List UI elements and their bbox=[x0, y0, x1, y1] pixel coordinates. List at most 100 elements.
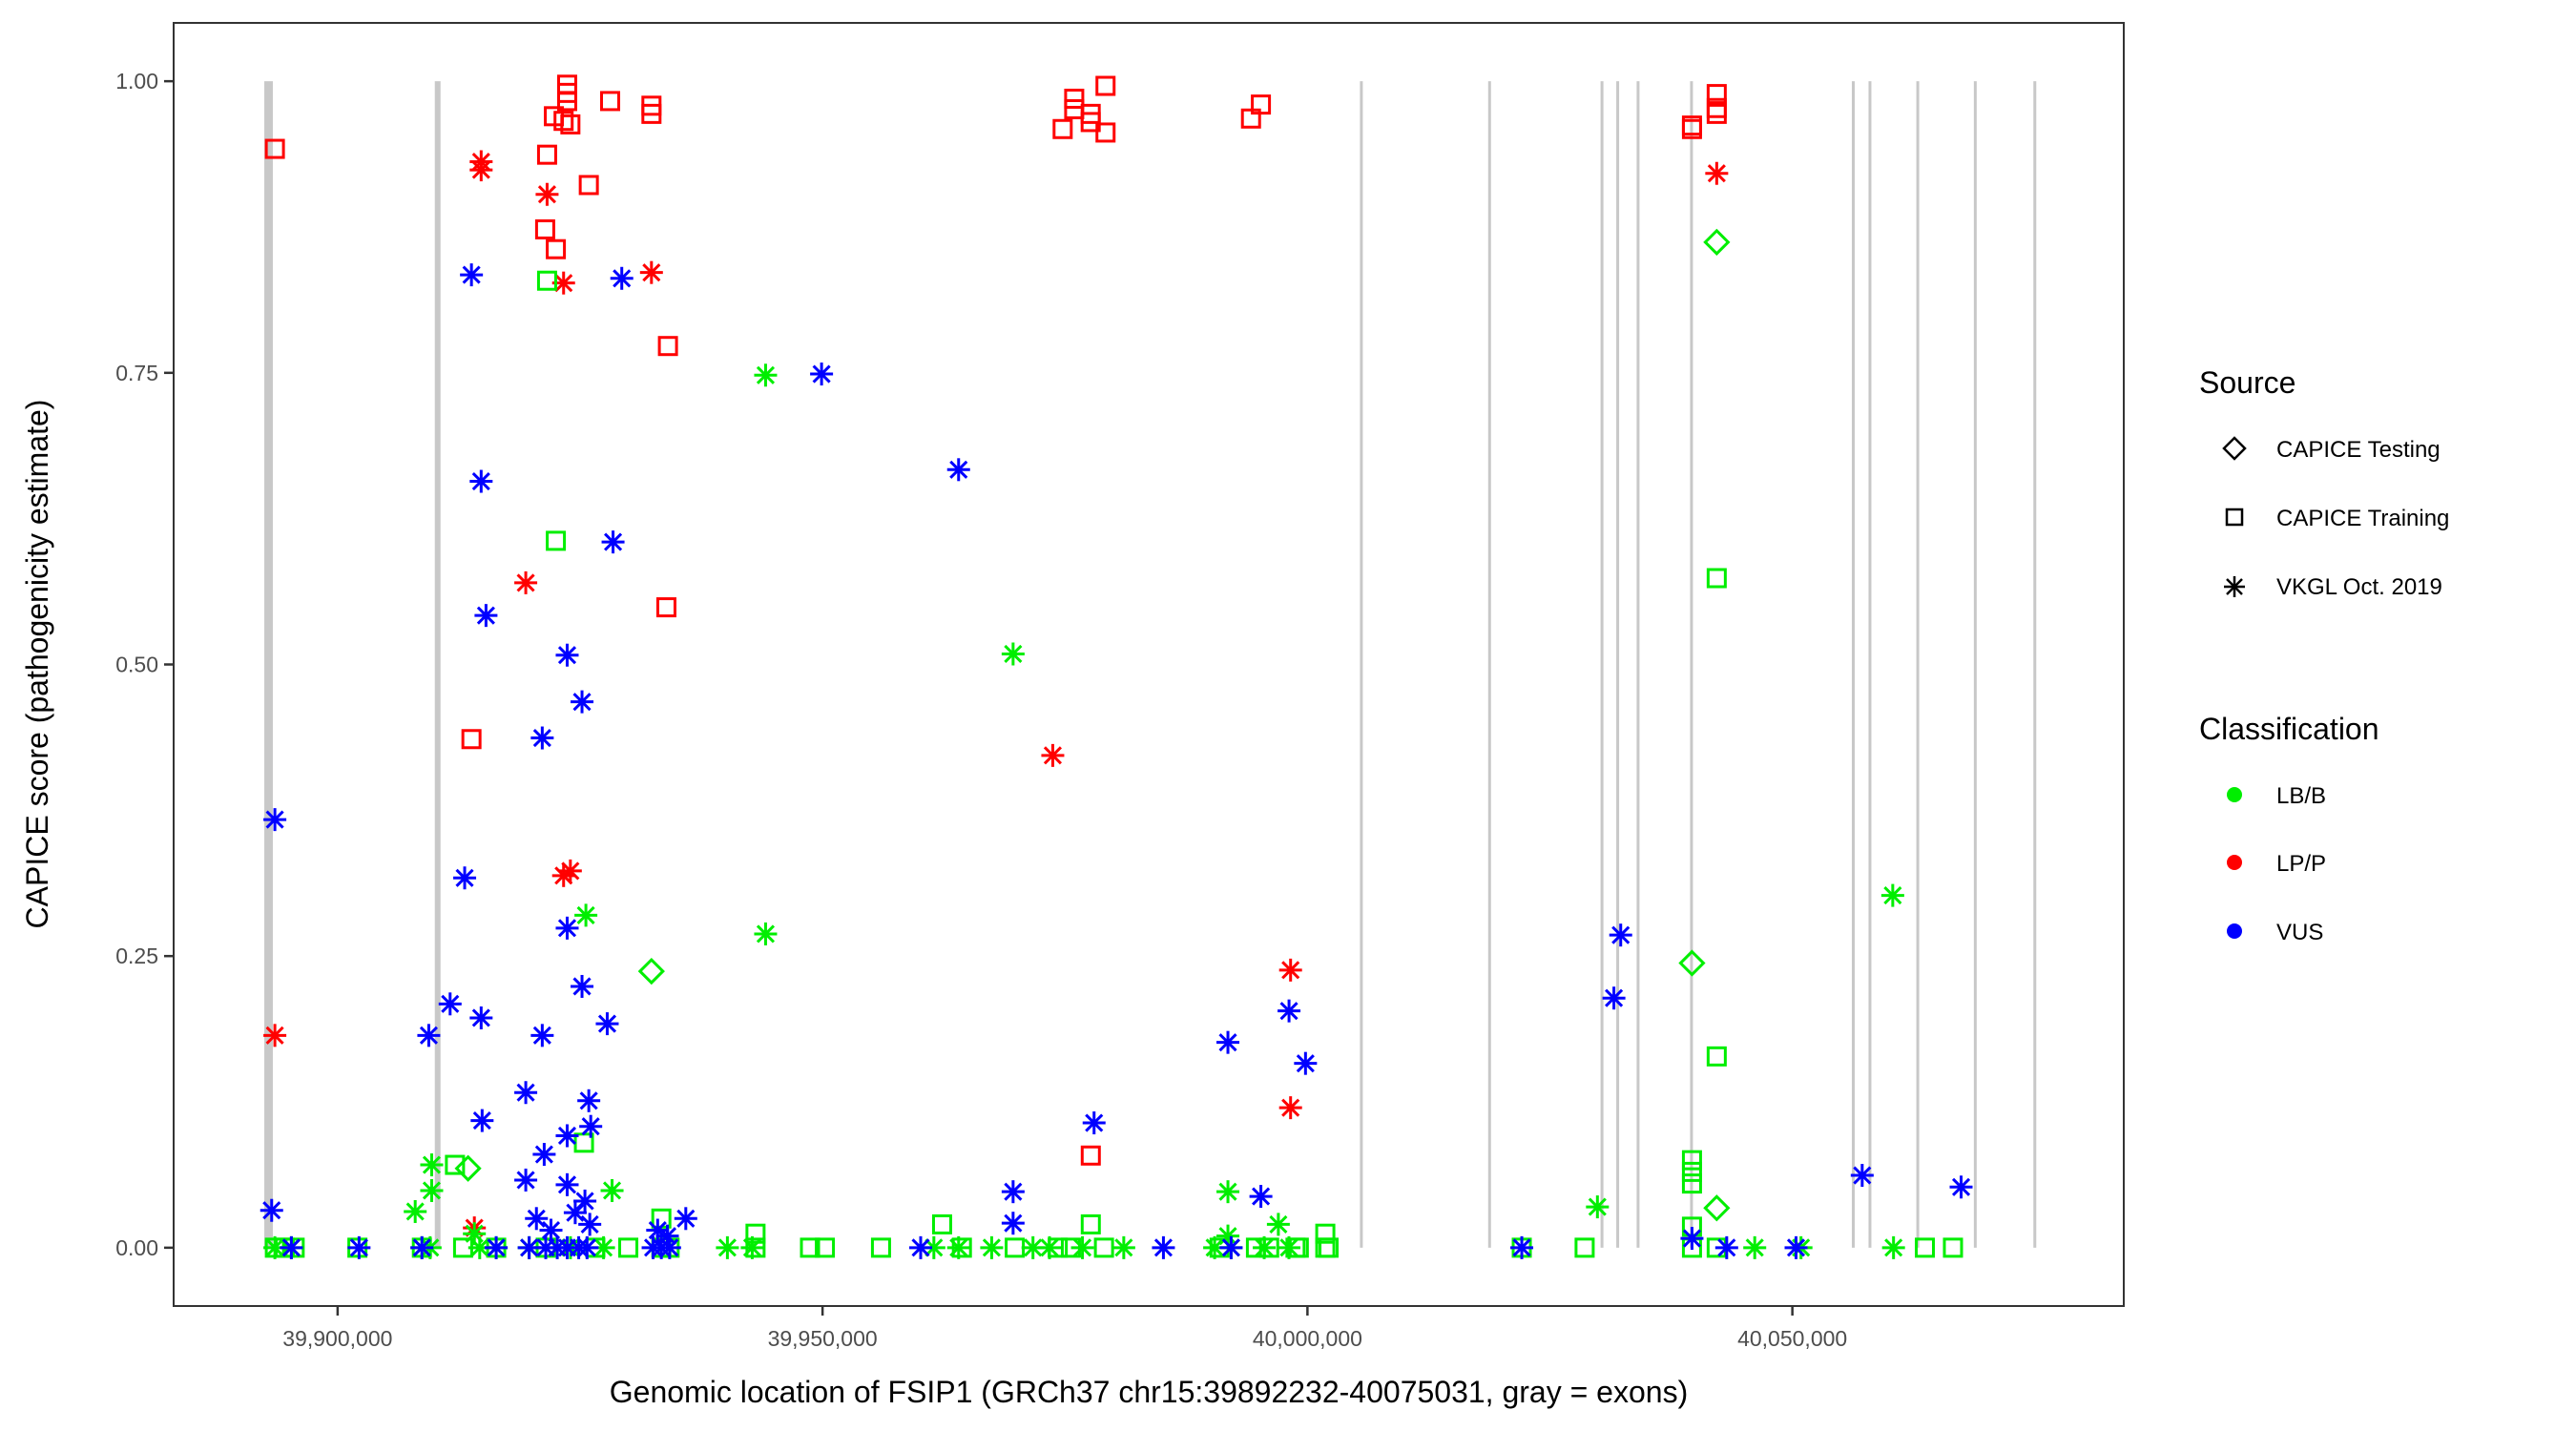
legend-label: VKGL Oct. 2019 bbox=[2276, 574, 2442, 600]
point-square bbox=[618, 1237, 639, 1258]
point-asterisk bbox=[1743, 1235, 1767, 1259]
point-square bbox=[1574, 1237, 1595, 1258]
point-asterisk bbox=[1609, 923, 1632, 947]
y-tick-label: 0.75 bbox=[115, 361, 158, 385]
point-asterisk bbox=[1152, 1235, 1175, 1259]
point-asterisk bbox=[1253, 1235, 1277, 1259]
point-diamond bbox=[637, 957, 665, 985]
point-asterisk bbox=[474, 604, 498, 628]
point-square bbox=[546, 530, 567, 551]
point-asterisk bbox=[1249, 1185, 1273, 1209]
point-square bbox=[1080, 112, 1101, 133]
point-asterisk bbox=[460, 263, 484, 287]
legend-classification-title: Classification bbox=[2199, 712, 2379, 746]
point-diamond bbox=[1678, 949, 1706, 977]
point-square bbox=[1681, 1161, 1702, 1182]
point-asterisk bbox=[263, 808, 287, 832]
legend-label: CAPICE Training bbox=[2276, 506, 2449, 531]
legend-item-lbb: LB/B bbox=[2227, 783, 2326, 809]
y-tick-label: 0.50 bbox=[115, 653, 158, 677]
y-tick-label: 0.00 bbox=[115, 1235, 158, 1260]
point-asterisk bbox=[555, 643, 579, 667]
point-asterisk bbox=[716, 1235, 739, 1259]
point-square bbox=[931, 1213, 952, 1234]
point-asterisk bbox=[555, 1172, 579, 1196]
point-asterisk bbox=[532, 1143, 556, 1167]
x-tick-label: 39,900,000 bbox=[282, 1326, 392, 1351]
point-asterisk bbox=[514, 1081, 538, 1105]
legend-item-vus: VUS bbox=[2227, 920, 2323, 945]
point-asterisk bbox=[674, 1207, 697, 1231]
point-square bbox=[1095, 122, 1116, 143]
green-dot-icon bbox=[2227, 787, 2242, 802]
exon-line bbox=[1360, 81, 1363, 1248]
point-asterisk bbox=[595, 1012, 619, 1036]
point-asterisk bbox=[574, 903, 598, 927]
point-asterisk bbox=[1705, 161, 1729, 185]
point-asterisk bbox=[535, 182, 559, 206]
point-asterisk bbox=[1278, 1096, 1302, 1120]
point-square bbox=[641, 103, 662, 124]
point-asterisk bbox=[1111, 1235, 1135, 1259]
exon-line bbox=[1916, 81, 1920, 1248]
point-asterisk bbox=[438, 992, 462, 1016]
point-asterisk bbox=[555, 916, 579, 940]
legend-source-title: Source bbox=[2199, 365, 2296, 400]
point-asterisk bbox=[1082, 1111, 1106, 1135]
point-asterisk bbox=[1949, 1175, 1973, 1199]
exon-line bbox=[1600, 81, 1604, 1248]
point-square bbox=[657, 336, 678, 357]
exon-line bbox=[264, 81, 273, 1248]
point-asterisk bbox=[1041, 743, 1065, 767]
exon-line bbox=[1973, 81, 1977, 1248]
point-asterisk bbox=[578, 1213, 602, 1236]
point-asterisk bbox=[260, 1198, 283, 1222]
diamond-icon bbox=[2222, 436, 2247, 461]
point-asterisk bbox=[470, 1109, 494, 1132]
point-asterisk bbox=[530, 726, 554, 750]
plot-panel-background bbox=[174, 23, 2124, 1306]
x-tick-label: 40,050,000 bbox=[1737, 1326, 1847, 1351]
point-asterisk bbox=[514, 1168, 538, 1192]
point-square bbox=[1942, 1237, 1963, 1258]
point-square bbox=[1681, 1150, 1702, 1171]
point-asterisk bbox=[1850, 1164, 1874, 1188]
y-axis: 0.00 0.25 0.50 0.75 1.00 bbox=[115, 69, 174, 1260]
exon-line bbox=[2033, 81, 2037, 1248]
x-tick-label: 40,000,000 bbox=[1253, 1326, 1362, 1351]
point-square bbox=[1319, 1237, 1340, 1258]
point-square bbox=[461, 729, 482, 750]
point-asterisk bbox=[453, 866, 477, 890]
point-asterisk bbox=[579, 1114, 603, 1138]
point-asterisk bbox=[469, 469, 493, 493]
point-asterisk bbox=[469, 1006, 493, 1029]
point-square bbox=[1052, 118, 1073, 139]
point-asterisk bbox=[404, 1199, 427, 1223]
blue-dot-icon bbox=[2227, 923, 2242, 939]
point-asterisk bbox=[980, 1235, 1004, 1259]
y-axis-title: CAPICE score (pathogenicity estimate) bbox=[20, 400, 54, 929]
point-asterisk bbox=[1216, 1180, 1240, 1204]
point-asterisk bbox=[1880, 883, 1904, 907]
point-asterisk bbox=[555, 1124, 579, 1148]
point-asterisk bbox=[1680, 1227, 1704, 1251]
point-asterisk bbox=[575, 1235, 599, 1259]
red-dot-icon bbox=[2227, 855, 2242, 870]
y-tick-label: 1.00 bbox=[115, 69, 158, 93]
legend-label: LB/B bbox=[2276, 783, 2326, 809]
point-asterisk bbox=[463, 1222, 487, 1246]
point-asterisk bbox=[946, 1235, 970, 1259]
exon-line bbox=[434, 81, 441, 1248]
point-asterisk bbox=[657, 1235, 681, 1259]
exon-line bbox=[1690, 81, 1693, 1248]
point-asterisk bbox=[1001, 1180, 1025, 1204]
legend-item-vkgl: VKGL Oct. 2019 bbox=[2224, 574, 2442, 600]
point-square bbox=[445, 1154, 466, 1175]
point-square bbox=[1315, 1223, 1336, 1244]
point-square bbox=[655, 597, 676, 618]
exon-line bbox=[1851, 81, 1855, 1248]
point-square bbox=[1681, 1173, 1702, 1194]
point-square bbox=[870, 1237, 891, 1258]
point-asterisk bbox=[1219, 1235, 1243, 1259]
